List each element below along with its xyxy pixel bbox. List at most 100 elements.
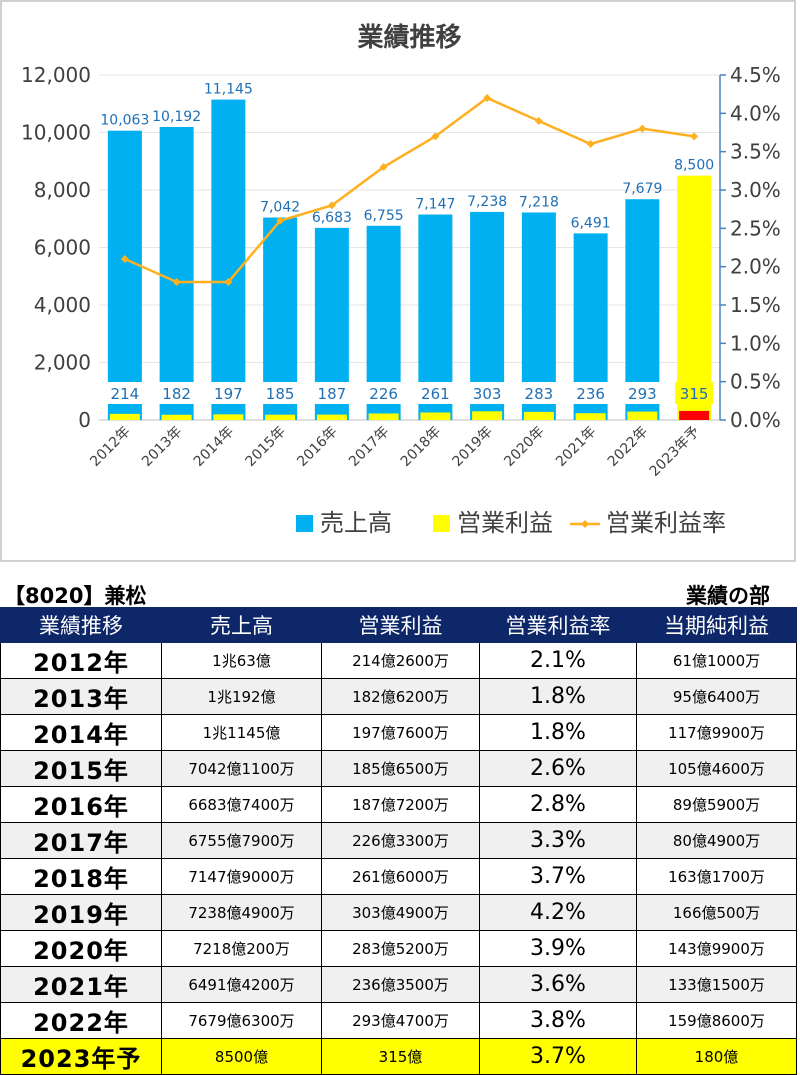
table-body: 2012年 1兆63億 214億2600万 2.1% 61億1000万 2013年 1兆19… (0, 642, 797, 1075)
margin-point (586, 140, 595, 148)
cell-operating-profit: 185億6500万 (321, 750, 480, 787)
table-row: 2020年 7218億200万 283億5200万 3.9% 143億9900万 (0, 930, 797, 967)
y-right-tick-label: 4.0% (730, 101, 781, 125)
operating-profit-data-label: 187 (318, 385, 347, 403)
operating-profit-data-label: 197 (214, 385, 243, 403)
margin-point (534, 117, 543, 125)
operating-profit-bar (523, 411, 554, 420)
x-tick-label: 2017年 (346, 424, 392, 470)
margin-point (327, 201, 336, 210)
y-right-tick-label: 0.5% (730, 370, 781, 394)
cell-sales: 1兆192億 (161, 678, 322, 715)
table-heading: 【8020】兼松 業績の部 (0, 580, 800, 608)
sales-data-label: 10,063 (100, 113, 149, 129)
operating-profit-label-bg (364, 382, 403, 404)
cell-year: 2013年 (0, 678, 162, 715)
cell-operating-profit: 226億3300万 (321, 822, 480, 859)
table-row: 2019年 7238億4900万 303億4900万 4.2% 166億500万 (0, 894, 797, 931)
margin-point (431, 132, 440, 141)
cell-operating-margin: 1.8% (479, 678, 637, 715)
table-row: 2023年予 8500億 315億 3.7% 180億 (0, 1038, 797, 1075)
sales-data-label: 7,218 (519, 194, 559, 210)
operating-profit-label-bg (623, 382, 662, 404)
operating-profit-bar (472, 411, 503, 420)
legend-swatch-sales (296, 515, 313, 532)
operating-profit-label-bg (468, 382, 507, 404)
operating-profit-bar (679, 410, 710, 420)
table-row: 2015年 7042億1100万 185億6500万 2.6% 105億4600万 (0, 750, 797, 787)
section-title: 業績の部 (686, 584, 770, 608)
operating-profit-label-bg (675, 382, 714, 404)
y-left-tick-label: 12,000 (21, 63, 91, 87)
cell-operating-margin: 3.7% (479, 1038, 637, 1075)
operating-profit-label-bg (105, 382, 144, 404)
cell-sales: 7147億9000万 (161, 858, 322, 895)
cell-sales: 7042億1100万 (161, 750, 322, 787)
y-right-tick-label: 2.5% (730, 216, 781, 240)
sales-bar (159, 126, 194, 420)
cell-year: 2012年 (0, 642, 162, 679)
cell-net-income: 163億1700万 (636, 858, 797, 895)
cell-operating-margin: 3.6% (479, 966, 637, 1003)
cell-year: 2015年 (0, 750, 162, 787)
table-row: 2016年 6683億7400万 187億7200万 2.8% 89億5900万 (0, 786, 797, 823)
sales-data-label: 6,755 (364, 208, 404, 224)
cell-year: 2018年 (0, 858, 162, 895)
sales-bar (211, 99, 246, 421)
cell-sales: 1兆1145億 (161, 714, 322, 751)
sales-data-label: 6,491 (571, 215, 611, 231)
cell-operating-margin: 3.9% (479, 930, 637, 967)
cell-sales: 6683億7400万 (161, 786, 322, 823)
sales-data-label: 10,192 (152, 109, 201, 125)
x-tick-label: 2019年 (450, 424, 496, 470)
y-right-tick-label: 1.0% (730, 331, 781, 355)
operating-profit-bar (420, 412, 451, 420)
y-left-tick-label: 8,000 (34, 178, 91, 202)
cell-net-income: 133億1500万 (636, 966, 797, 1003)
y-right-tick-label: 3.5% (730, 140, 781, 164)
operating-profit-label-bg (312, 382, 351, 404)
cell-sales: 7238億4900万 (161, 894, 322, 931)
cell-operating-profit: 293億4700万 (321, 1002, 480, 1039)
sales-bar (107, 130, 142, 420)
cell-operating-profit: 187億7200万 (321, 786, 480, 823)
margin-point (379, 163, 388, 171)
table-row: 2017年 6755億7900万 226億3300万 3.3% 80億4900万 (0, 822, 797, 859)
company-title: 【8020】兼松 (4, 584, 147, 608)
operating-profit-data-label: 214 (111, 385, 140, 403)
cell-sales: 1兆63億 (161, 642, 322, 679)
table-row: 2014年 1兆1145億 197億7600万 1.8% 117億9900万 (0, 714, 797, 751)
cell-net-income: 180億 (636, 1038, 797, 1075)
cell-year: 2019年 (0, 894, 162, 931)
cell-sales: 8500億 (161, 1038, 322, 1075)
cell-operating-margin: 2.8% (479, 786, 637, 823)
y-right-tick-label: 2.0% (730, 255, 781, 279)
cell-operating-profit: 283億5200万 (321, 930, 480, 967)
cell-net-income: 89億5900万 (636, 786, 797, 823)
sales-data-label: 8,500 (674, 158, 714, 174)
cell-sales: 7218億200万 (161, 930, 322, 967)
header-operating-profit: 営業利益 (321, 607, 480, 643)
operating-profit-label-bg (261, 382, 300, 404)
cell-year: 2014年 (0, 714, 162, 751)
x-tick-label: 2012年 (87, 424, 133, 470)
header-period: 業績推移 (0, 607, 162, 643)
cell-net-income: 105億4600万 (636, 750, 797, 787)
cell-sales: 7679億6300万 (161, 1002, 322, 1039)
operating-profit-data-label: 315 (680, 385, 709, 403)
operating-profit-data-label: 226 (369, 385, 398, 403)
operating-profit-label-bg (157, 382, 196, 404)
legend-label-sales: 売上高 (320, 509, 392, 537)
x-tick-label: 2013年 (139, 424, 185, 470)
x-tick-label: 2020年 (501, 424, 547, 470)
x-tick-label: 2021年 (553, 424, 599, 470)
margin-line (124, 96, 695, 284)
margin-point (638, 124, 647, 133)
cell-operating-profit: 315億 (321, 1038, 480, 1075)
margin-point (690, 132, 699, 141)
cell-operating-margin: 3.8% (479, 1002, 637, 1039)
x-tick-label: 2022年 (605, 424, 651, 470)
operating-profit-data-label: 182 (162, 385, 191, 403)
cell-net-income: 143億9900万 (636, 930, 797, 967)
y-right-tick-label: 1.5% (730, 293, 781, 317)
